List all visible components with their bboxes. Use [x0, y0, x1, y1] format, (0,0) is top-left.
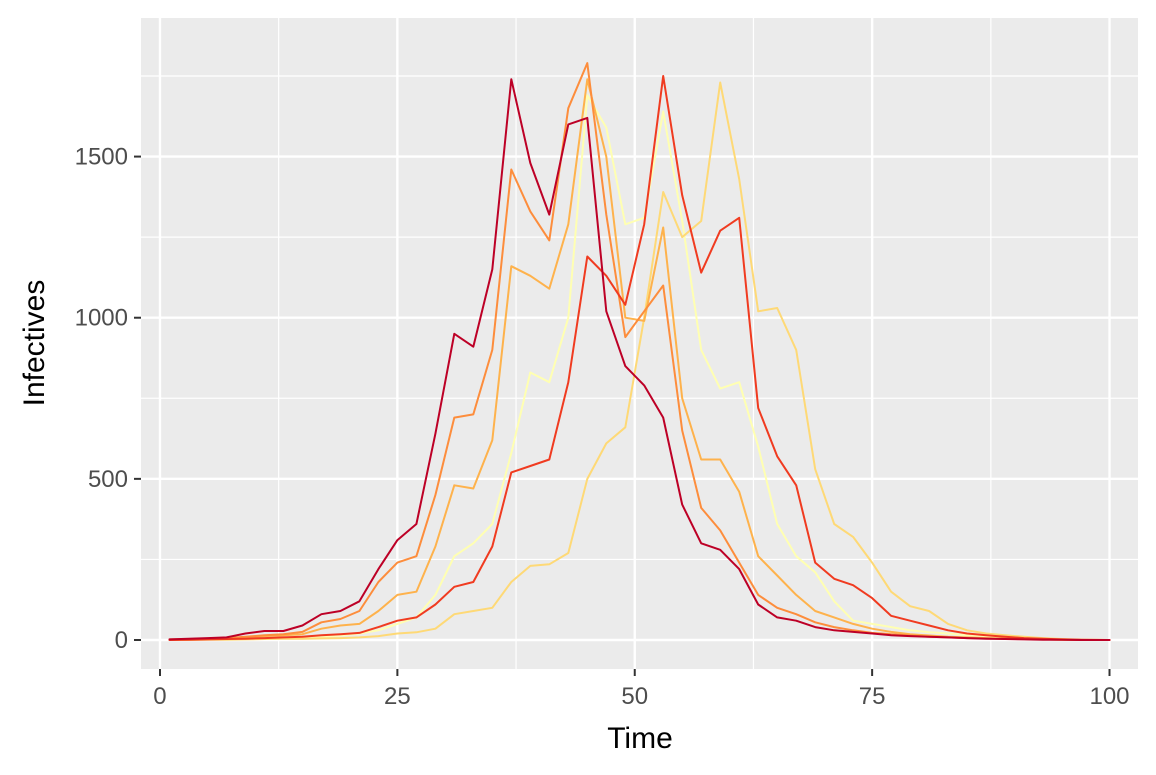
- x-tick-label: 25: [384, 683, 411, 710]
- y-tick-label: 1000: [75, 305, 128, 332]
- x-tick-label: 100: [1089, 683, 1129, 710]
- series-layer: [168, 62, 1111, 641]
- series-line-1: [168, 94, 1111, 641]
- y-tick-label: 1500: [75, 144, 128, 171]
- x-axis-title: Time: [607, 722, 673, 755]
- x-axis: 0 25 50 75 100: [153, 669, 1130, 710]
- y-axis: 0 500 1000 1500: [75, 144, 141, 654]
- y-tick-label: 0: [115, 627, 128, 654]
- series-line-5: [168, 75, 1111, 641]
- grid-major: [141, 18, 1138, 669]
- series-line-6: [168, 78, 1111, 641]
- x-tick-label: 0: [153, 683, 166, 710]
- x-tick-label: 50: [621, 683, 648, 710]
- y-axis-title: Infectives: [18, 280, 51, 407]
- series-line-2: [168, 81, 1111, 641]
- y-tick-label: 500: [88, 466, 128, 493]
- grid-minor: [141, 18, 1138, 669]
- x-tick-label: 75: [859, 683, 886, 710]
